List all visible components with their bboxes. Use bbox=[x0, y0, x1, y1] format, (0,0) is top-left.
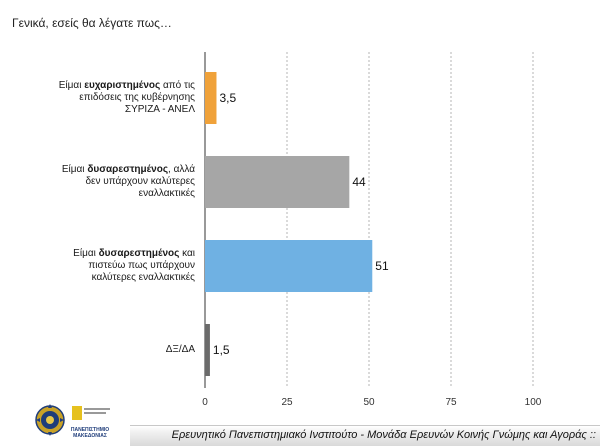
category-label: Είμαι δυσαρεστημένος, αλλά δεν υπάρχουν … bbox=[61, 164, 195, 199]
bar-value-label: 1,5 bbox=[213, 343, 230, 357]
x-tick-label: 75 bbox=[445, 397, 457, 408]
bar bbox=[205, 156, 350, 208]
bar bbox=[205, 72, 217, 124]
x-tick-label: 0 bbox=[202, 397, 208, 408]
bar-value-label: 51 bbox=[375, 259, 389, 273]
chart-question-title: Γενικά, εσείς θα λέγατε πως… bbox=[12, 16, 172, 30]
x-tick-label: 25 bbox=[281, 397, 293, 408]
university-logo bbox=[35, 404, 110, 436]
footer-bar: Ερευνητικό Πανεπιστημιακό Ινστιτούτο - Μ… bbox=[130, 425, 600, 446]
x-tick-label: 50 bbox=[363, 397, 375, 408]
bar-chart: 3,5 44 51 1,5 0 25 50 75 100 bbox=[202, 52, 542, 408]
bar-value-label: 44 bbox=[352, 175, 366, 189]
bar-value-label: 3,5 bbox=[219, 91, 236, 105]
logo-caption: ΠΑΝΕΠΙΣΤΗΜΙΟ ΜΑΚΕΔΟΝΙΑΣ bbox=[70, 427, 110, 439]
bar bbox=[205, 324, 210, 376]
bar bbox=[205, 240, 373, 292]
category-label: ΔΞ/ΔΑ bbox=[165, 344, 195, 355]
x-tick-label: 100 bbox=[525, 397, 542, 408]
category-label: Είμαι ευχαριστημένος από τις επιδόσεις τ… bbox=[58, 80, 195, 115]
footer-text: Ερευνητικό Πανεπιστημιακό Ινστιτούτο - Μ… bbox=[171, 429, 596, 441]
category-label: Είμαι δυσαρεστημένος και πιστεύω πως υπά… bbox=[73, 248, 195, 283]
